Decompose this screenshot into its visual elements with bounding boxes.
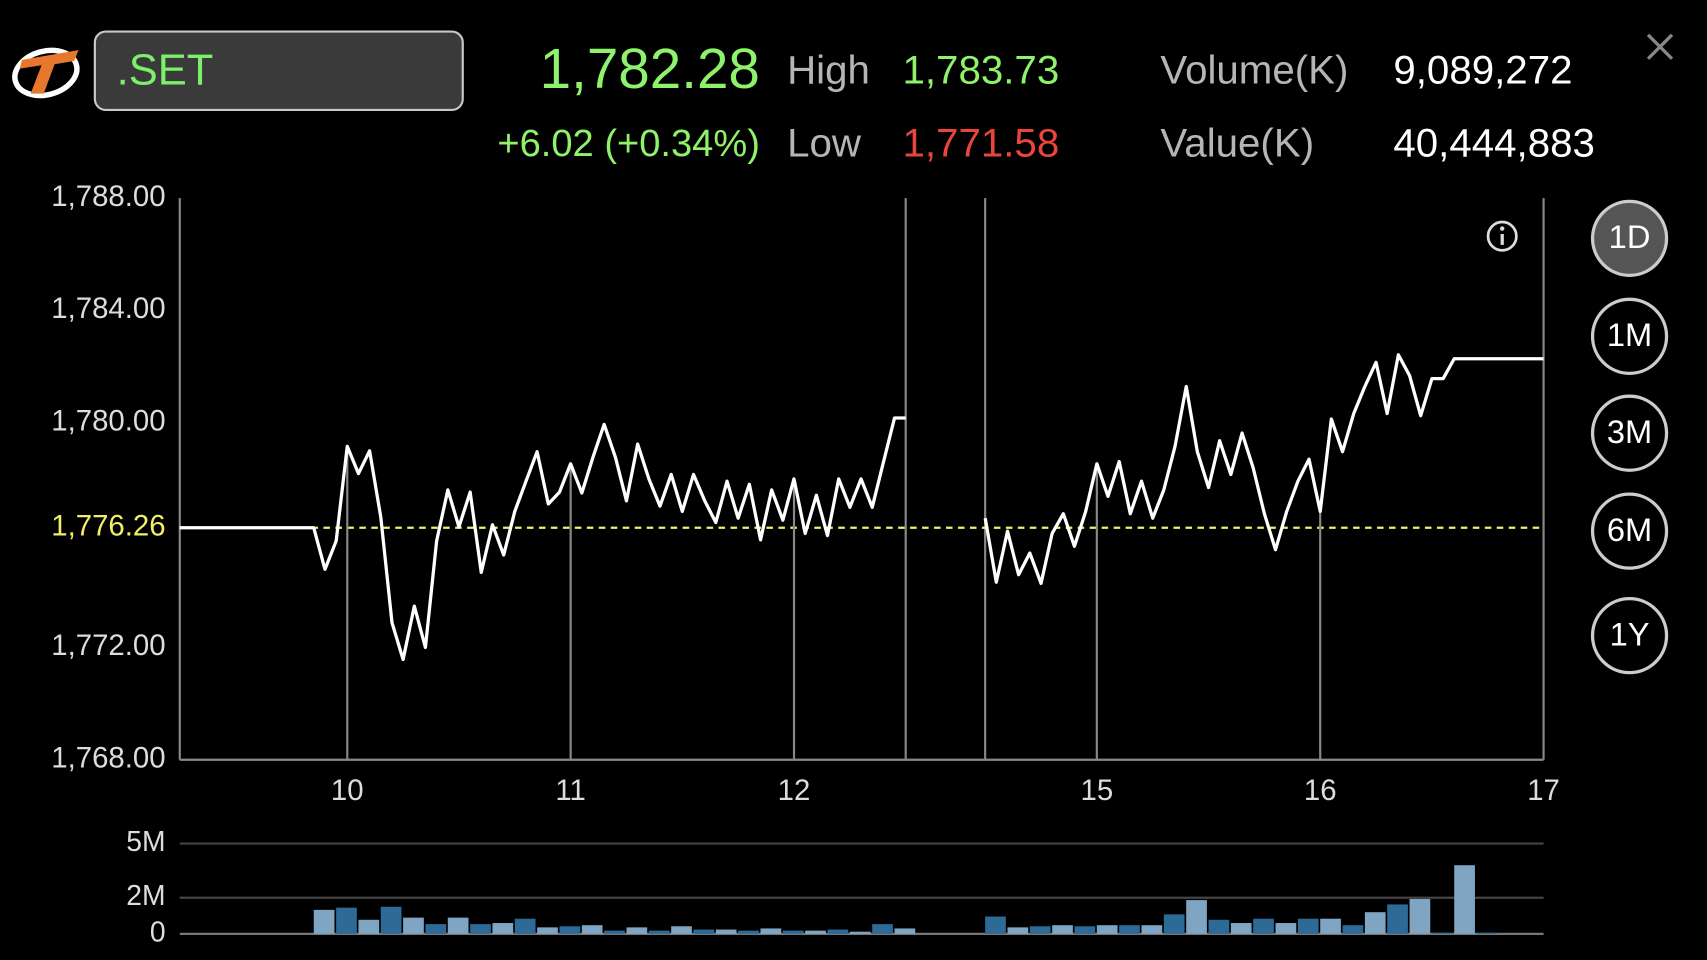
y-tick-label: 1,772.00	[51, 629, 165, 662]
x-tick-label: 11	[555, 774, 585, 807]
volume-bar	[559, 926, 581, 934]
volume-bar	[872, 924, 893, 934]
period-button[interactable]	[1590, 199, 1669, 278]
price-line	[179, 353, 1544, 662]
period-label[interactable]: 1M	[1607, 316, 1652, 353]
volume-bar	[1074, 926, 1096, 934]
volume-bar	[1454, 865, 1475, 934]
last-price: 1,782.28	[540, 37, 760, 100]
volume-label: Volume(K)	[1160, 48, 1348, 93]
value-label: Value(K)	[1160, 120, 1314, 165]
volume-bar	[1186, 900, 1207, 934]
period-button[interactable]	[1590, 597, 1669, 675]
volume-bar	[715, 929, 737, 934]
low-value: 1,771.58	[902, 120, 1059, 165]
volume-bar	[1364, 912, 1386, 934]
volume-bar	[648, 930, 670, 934]
x-tick-label: 16	[1304, 774, 1337, 807]
x-tick-label: 15	[1080, 774, 1113, 807]
volume-bar	[1141, 925, 1163, 934]
volume-bar	[805, 930, 826, 934]
y-tick-label: 1,788.00	[51, 180, 165, 213]
volume-bar	[358, 919, 380, 934]
volume-bar	[626, 927, 648, 934]
symbol-box[interactable]	[93, 30, 464, 112]
close-stroke[interactable]	[1646, 33, 1674, 60]
volume-bar	[1275, 923, 1297, 934]
volume-bar	[849, 931, 871, 934]
y-tick-label: 1,768.00	[51, 741, 165, 774]
volume-bar	[604, 930, 625, 934]
volume-bar	[1007, 927, 1029, 934]
volume-tick-label: 5M	[126, 825, 165, 857]
symbol[interactable]: .SET	[117, 46, 214, 94]
logo-ring	[12, 47, 80, 99]
change: +6.02 (+0.34%)	[497, 123, 759, 165]
volume-bar	[492, 923, 514, 934]
volume-bar	[1208, 919, 1230, 934]
period-label[interactable]: 1Y	[1610, 615, 1650, 652]
volume-bar	[760, 928, 782, 934]
close-button[interactable]	[1646, 33, 1674, 60]
logo-t	[19, 50, 79, 94]
info-ring[interactable]	[1486, 220, 1518, 252]
volume-bar	[1409, 899, 1431, 934]
volume-bar	[1297, 918, 1319, 934]
volume-value: 9,089,272	[1393, 48, 1572, 93]
y-tick-label: 1,780.00	[51, 405, 165, 438]
period-button[interactable]	[1590, 492, 1669, 570]
volume-bar	[313, 909, 335, 934]
period-label[interactable]: 6M	[1607, 511, 1652, 548]
volume-bar	[894, 928, 916, 934]
volume-bar	[1476, 932, 1498, 934]
x-tick-label: 17	[1527, 774, 1560, 807]
volume-bar	[1052, 925, 1073, 934]
volume-bar	[403, 917, 424, 934]
period-button[interactable]	[1590, 297, 1669, 375]
volume-bar	[1163, 914, 1185, 934]
value-value: 40,444,883	[1393, 120, 1595, 165]
reference-label: 1,776.26	[51, 510, 165, 543]
volume-bar	[827, 929, 849, 934]
volume-bar	[336, 907, 357, 934]
period-label[interactable]: 3M	[1607, 413, 1652, 450]
volume-bar	[425, 924, 447, 934]
period-label[interactable]: 1D	[1609, 218, 1651, 255]
info-button[interactable]	[1486, 220, 1518, 252]
volume-tick-label: 0	[150, 915, 166, 947]
volume-bar	[537, 927, 558, 934]
x-tick-label: 10	[331, 774, 364, 807]
volume-bar	[1342, 925, 1364, 934]
volume-bar	[1387, 904, 1408, 934]
volume-bar	[1119, 925, 1140, 934]
volume-bar	[1029, 926, 1051, 934]
volume-bar	[470, 924, 491, 934]
low-label: Low	[787, 120, 862, 165]
volume-bar	[1230, 923, 1252, 934]
volume-bar	[1096, 925, 1118, 934]
volume-bar	[738, 930, 759, 934]
volume-bar	[1431, 932, 1453, 934]
volume-bar	[380, 906, 402, 934]
info-dot[interactable]	[1500, 226, 1505, 231]
volume-tick-label: 2M	[126, 879, 165, 911]
volume-bar	[693, 929, 715, 934]
high-label: High	[787, 48, 870, 93]
volume-bar	[985, 916, 1006, 934]
volume-bar	[581, 925, 603, 934]
high-value: 1,783.73	[902, 48, 1059, 93]
period-button[interactable]	[1590, 394, 1669, 472]
volume-bar	[1320, 918, 1341, 934]
x-tick-label: 12	[778, 774, 811, 807]
logo	[12, 47, 80, 99]
volume-bar	[782, 930, 804, 934]
volume-bar	[1253, 918, 1274, 934]
volume-bar	[447, 917, 469, 934]
volume-bar	[514, 918, 536, 934]
y-tick-label: 1,784.00	[51, 292, 165, 325]
volume-bar	[671, 926, 692, 934]
